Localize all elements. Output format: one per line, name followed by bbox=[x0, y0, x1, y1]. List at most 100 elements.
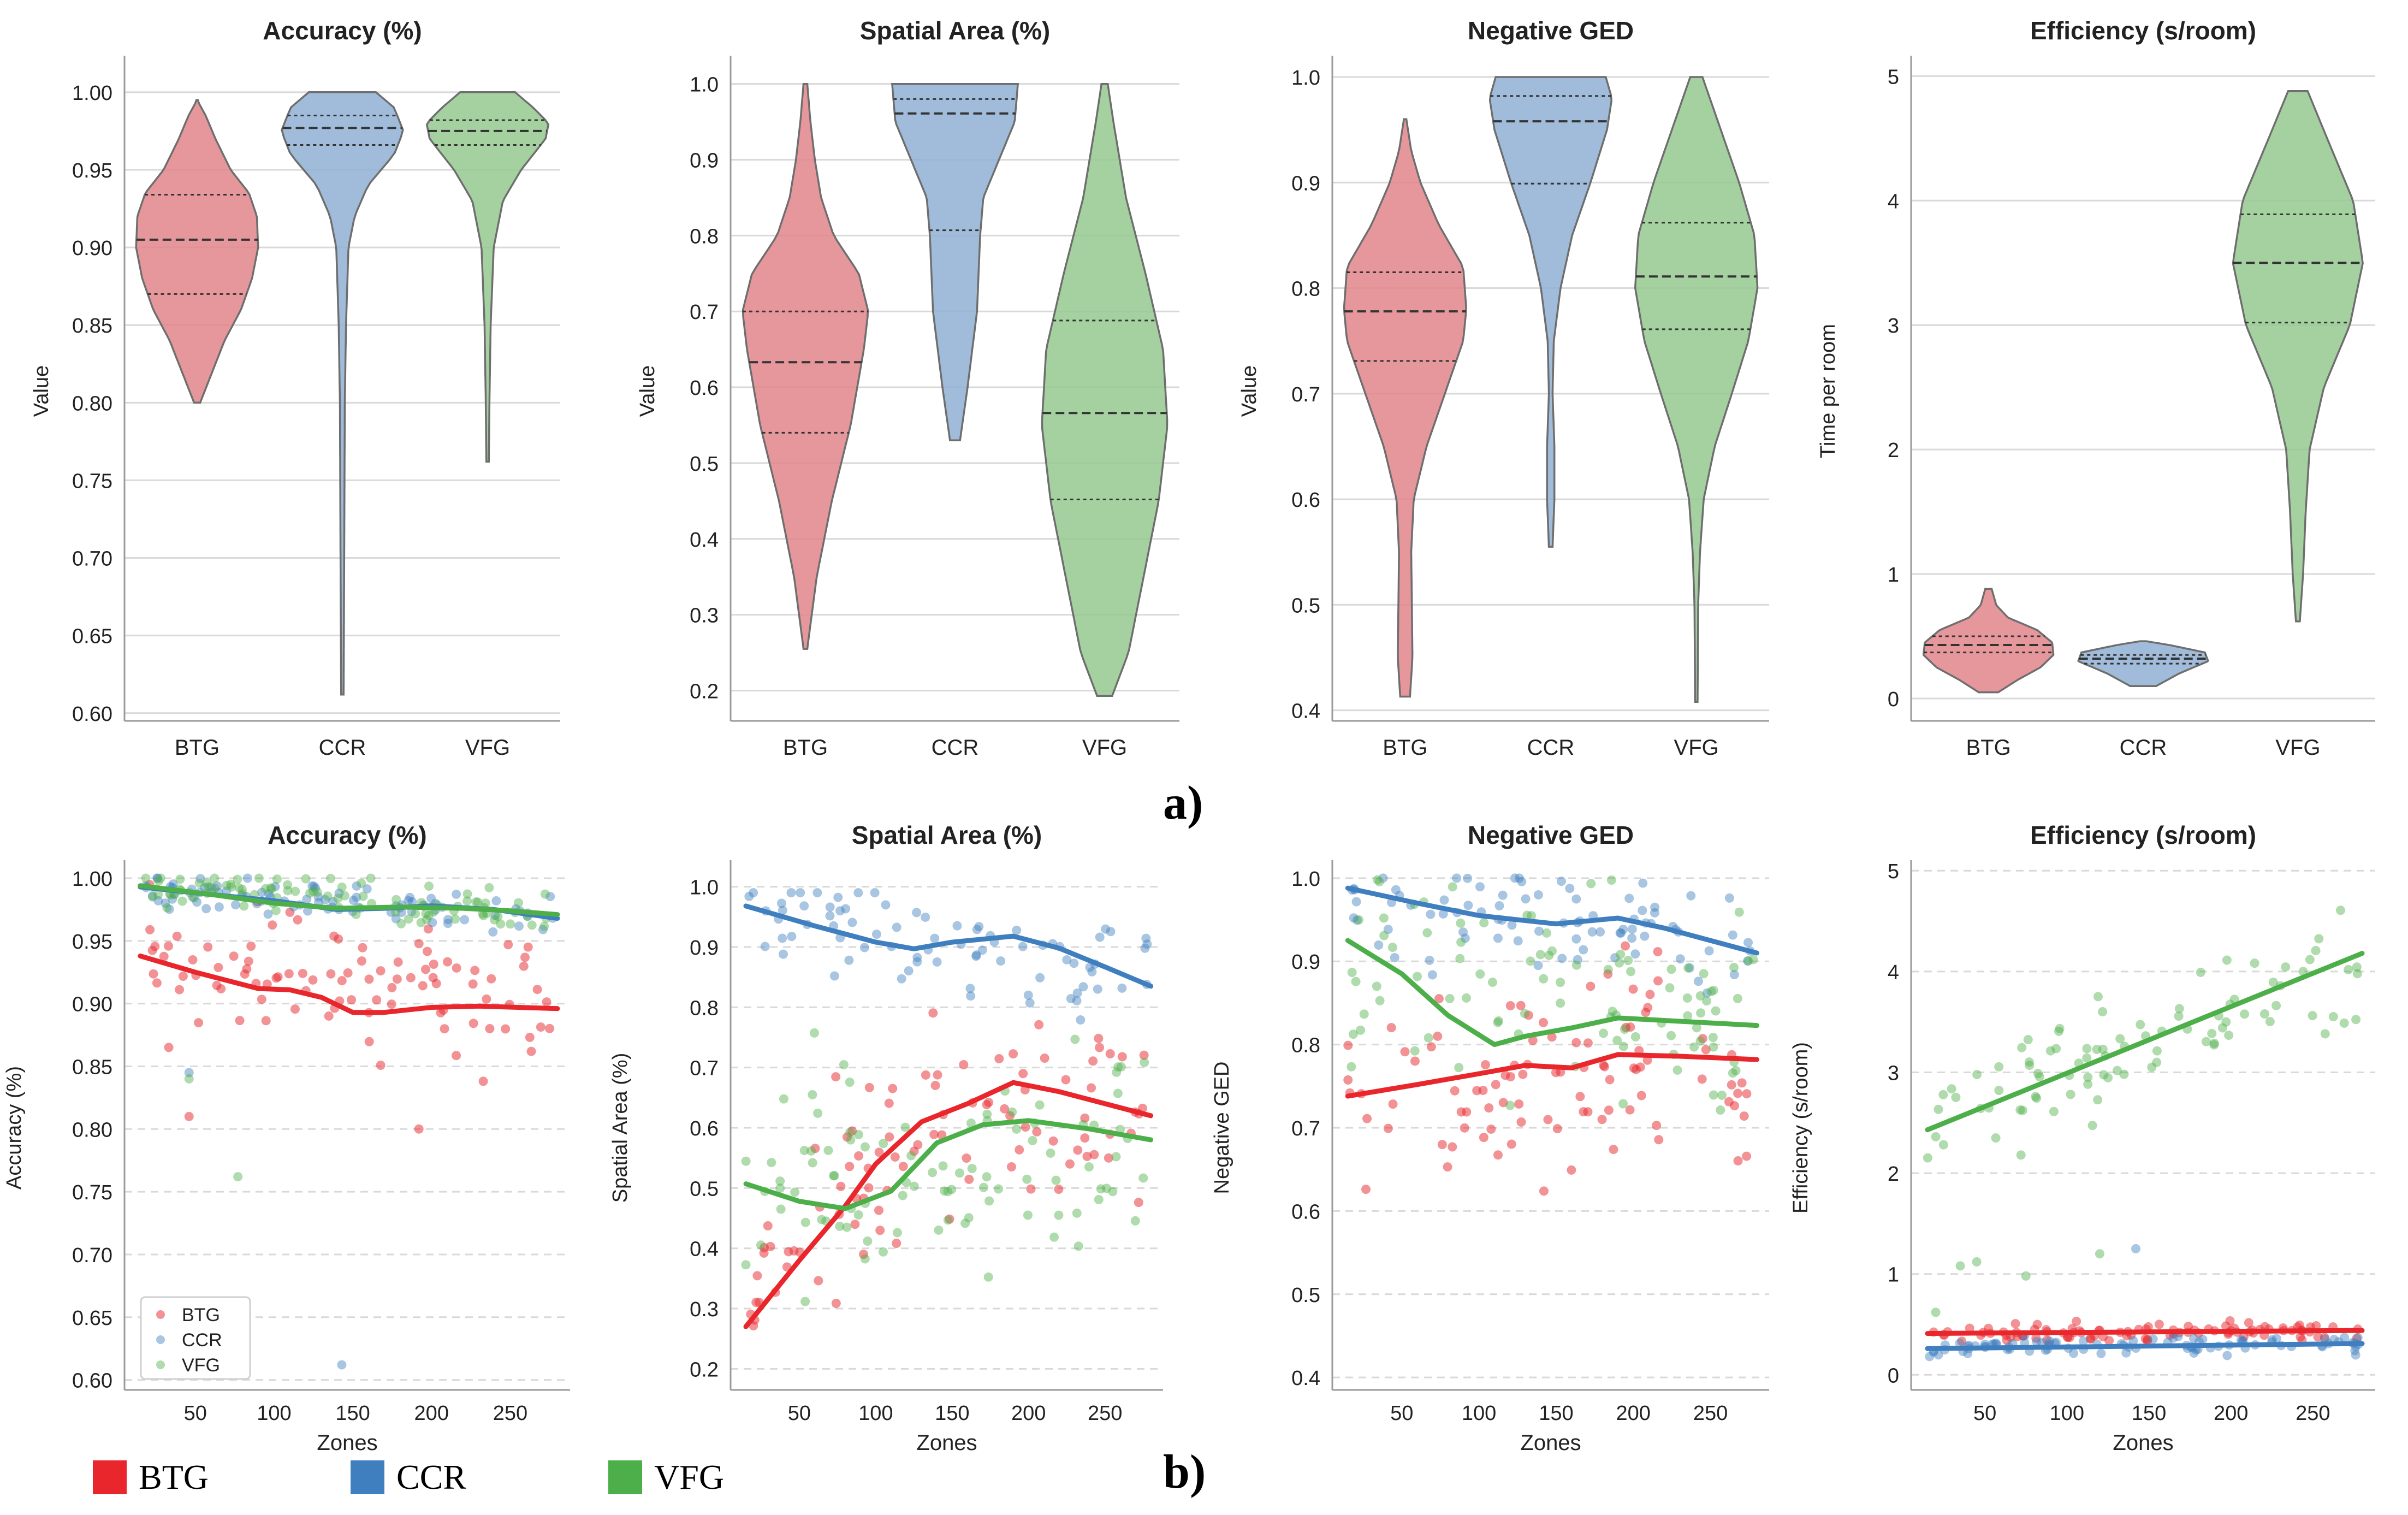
data-point-btg bbox=[930, 1080, 940, 1090]
trend-line-ccr bbox=[1345, 885, 1759, 956]
data-point-vfg bbox=[1454, 1063, 1464, 1073]
data-point-ccr bbox=[1729, 970, 1739, 980]
data-point-btg bbox=[1021, 1122, 1030, 1132]
data-point-btg bbox=[1080, 1133, 1090, 1143]
data-point-btg bbox=[421, 964, 431, 974]
data-point-ccr bbox=[912, 952, 922, 962]
data-point-btg bbox=[1462, 1107, 1472, 1117]
data-point-ccr bbox=[1533, 961, 1543, 970]
data-point-btg bbox=[145, 925, 155, 934]
data-point-btg bbox=[358, 943, 367, 952]
data-point-vfg bbox=[2119, 1069, 2129, 1079]
data-point-ccr bbox=[303, 906, 312, 916]
data-point-vfg bbox=[2152, 1046, 2162, 1056]
data-point-btg bbox=[1486, 1124, 1496, 1134]
data-point-vfg bbox=[496, 919, 506, 929]
data-point-vfg bbox=[934, 1225, 944, 1235]
data-point-vfg bbox=[239, 901, 249, 911]
data-point-btg bbox=[994, 1054, 1004, 1064]
data-point-btg bbox=[1410, 1056, 1420, 1066]
x-tick-label: 200 bbox=[1011, 1402, 1046, 1425]
y-tick-label: 0.2 bbox=[690, 680, 719, 703]
data-point-vfg bbox=[1049, 1232, 1059, 1242]
data-point-ccr bbox=[405, 892, 415, 902]
y-tick-label: 4 bbox=[1888, 190, 1899, 213]
data-point-ccr bbox=[1025, 998, 1035, 1008]
x-axis-label: Zones bbox=[1520, 1431, 1581, 1455]
data-point-vfg bbox=[2066, 1090, 2075, 1099]
violin-chart-2: 0.2 0.3 0.4 0.5 0.6 0.7 0.8 0.9 1.0 Spatial Area … bbox=[636, 16, 1179, 760]
data-point-ccr bbox=[491, 896, 501, 906]
data-point-vfg bbox=[2201, 1037, 2211, 1046]
y-tick-label: 0.9 bbox=[690, 937, 719, 960]
data-point-vfg bbox=[1113, 1088, 1123, 1098]
data-point-btg bbox=[347, 995, 357, 1005]
data-point-vfg bbox=[1493, 1017, 1503, 1027]
data-point-btg bbox=[854, 1151, 864, 1161]
y-tick-label: 0.3 bbox=[690, 1298, 719, 1321]
data-point-btg bbox=[909, 1146, 919, 1156]
violin-vfg bbox=[1634, 76, 1759, 703]
data-point-ccr bbox=[153, 896, 163, 906]
data-point-ccr bbox=[833, 892, 843, 902]
data-point-vfg bbox=[1096, 1184, 1106, 1194]
data-point-btg bbox=[532, 985, 542, 995]
x-tick-label: BTG bbox=[1383, 736, 1427, 760]
data-point-ccr bbox=[443, 919, 453, 928]
data-point-btg bbox=[229, 951, 239, 961]
data-point-ccr bbox=[348, 896, 358, 906]
data-point-vfg bbox=[756, 1240, 766, 1250]
data-point-btg bbox=[1724, 1097, 1734, 1106]
data-point-btg bbox=[1480, 1060, 1490, 1070]
data-point-vfg bbox=[860, 1142, 870, 1152]
data-point-vfg bbox=[940, 1186, 950, 1196]
data-point-vfg bbox=[2271, 1001, 2281, 1010]
data-point-ccr bbox=[1351, 897, 1361, 907]
data-point-btg bbox=[188, 955, 198, 965]
data-point-vfg bbox=[141, 873, 151, 883]
data-point-vfg bbox=[184, 1074, 194, 1084]
data-point-vfg bbox=[879, 1139, 888, 1149]
data-point-vfg bbox=[2031, 1092, 2041, 1102]
y-tick-label: 0.75 bbox=[72, 1181, 112, 1204]
data-point-btg bbox=[1654, 1135, 1664, 1145]
violin-ccr bbox=[1488, 76, 1613, 548]
chart-title: Efficiency (s/room) bbox=[2030, 821, 2256, 849]
data-point-vfg bbox=[283, 880, 293, 890]
data-point-ccr bbox=[1085, 962, 1095, 972]
x-tick-label: 50 bbox=[1973, 1402, 1996, 1425]
y-tick-label: 0.60 bbox=[72, 1370, 112, 1393]
data-point-vfg bbox=[800, 1297, 810, 1306]
data-point-vfg bbox=[1022, 1174, 1032, 1184]
data-point-ccr bbox=[264, 889, 274, 898]
data-point-ccr bbox=[844, 955, 854, 965]
y-tick-label: 0.5 bbox=[1291, 594, 1320, 617]
y-tick-label: 5 bbox=[1888, 860, 1899, 883]
y-axis-label: Efficiency (s/room) bbox=[1789, 1042, 1812, 1214]
data-point-vfg bbox=[839, 1060, 849, 1070]
data-point-vfg bbox=[226, 879, 236, 889]
data-point-vfg bbox=[147, 892, 157, 902]
data-point-btg bbox=[1095, 1043, 1105, 1052]
data-point-ccr bbox=[1640, 931, 1650, 941]
y-tick-label: 0.5 bbox=[690, 453, 719, 476]
data-point-ccr bbox=[965, 984, 975, 993]
y-tick-label: 0.2 bbox=[690, 1358, 719, 1381]
data-point-btg bbox=[1727, 1080, 1736, 1090]
data-point-btg bbox=[545, 1023, 555, 1033]
data-point-btg bbox=[406, 973, 416, 983]
data-point-btg bbox=[542, 997, 551, 1007]
data-point-btg bbox=[1635, 1062, 1645, 1072]
data-point-vfg bbox=[1716, 1105, 1725, 1115]
x-tick-label: BTG bbox=[783, 736, 828, 760]
data-point-btg bbox=[257, 995, 266, 1004]
data-point-vfg bbox=[1933, 1104, 1943, 1114]
data-point-btg bbox=[1701, 1045, 1711, 1055]
data-point-btg bbox=[324, 1011, 334, 1021]
data-point-vfg bbox=[1618, 1099, 1628, 1109]
data-point-btg bbox=[1073, 1145, 1083, 1155]
data-point-vfg bbox=[1994, 1062, 2004, 1072]
data-point-vfg bbox=[2344, 964, 2353, 974]
legend-marker-btg bbox=[156, 1310, 165, 1319]
data-point-ccr bbox=[977, 945, 987, 955]
